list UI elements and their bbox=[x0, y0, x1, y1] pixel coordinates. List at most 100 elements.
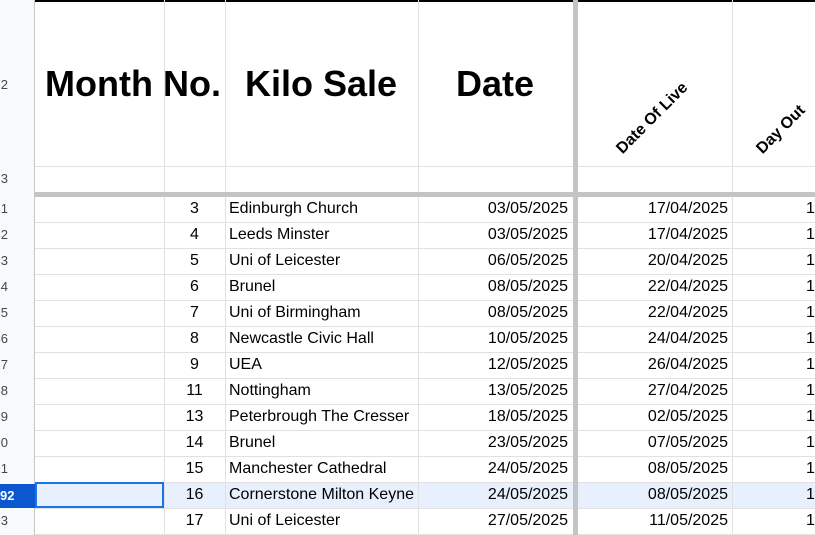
cell-day-out[interactable]: 1 bbox=[806, 434, 815, 451]
cell-month-no[interactable]: 9 bbox=[190, 356, 199, 373]
cell-kilo-sale[interactable]: Uni of Leicester bbox=[229, 512, 341, 529]
cell-date-of-live[interactable]: 02/05/2025 bbox=[647, 408, 728, 425]
cell-kilo-sale[interactable]: Manchester Cathedral bbox=[229, 460, 387, 477]
cell-month-no[interactable]: 6 bbox=[190, 278, 199, 295]
cell-date-of-live[interactable]: 24/04/2025 bbox=[647, 330, 728, 347]
cell-day-out[interactable]: 1 bbox=[806, 460, 815, 477]
cell-kilo-sale[interactable]: Brunel bbox=[229, 434, 276, 451]
row-header[interactable]: 90 bbox=[0, 435, 8, 450]
cell-month-no[interactable]: 8 bbox=[190, 330, 199, 347]
cell-date-of-live[interactable]: 22/04/2025 bbox=[647, 304, 728, 321]
cell-date[interactable]: 03/05/2025 bbox=[487, 226, 568, 243]
header-kilo-sale[interactable]: Kilo Sale bbox=[245, 63, 398, 104]
cell-day-out[interactable]: 1 bbox=[806, 486, 815, 503]
cell-day-out[interactable]: 1 bbox=[806, 382, 815, 399]
row-header[interactable]: 91 bbox=[0, 461, 8, 476]
row-header[interactable]: 37 bbox=[0, 357, 8, 372]
cell-kilo-sale[interactable]: Nottingham bbox=[229, 382, 311, 399]
cell-date-of-live[interactable]: 08/05/2025 bbox=[647, 460, 728, 477]
cell-kilo-sale[interactable]: Uni of Leicester bbox=[229, 252, 341, 269]
cell-kilo-sale[interactable]: Newcastle Civic Hall bbox=[229, 330, 374, 347]
cell-kilo-sale[interactable]: Cornerstone Milton Keyne bbox=[229, 486, 414, 503]
cell-date[interactable]: 24/05/2025 bbox=[487, 460, 568, 477]
grid-line-v bbox=[164, 0, 165, 535]
cell-day-out[interactable]: 1 bbox=[806, 226, 815, 243]
selected-cell[interactable] bbox=[35, 482, 164, 508]
header-month-no[interactable]: Month No. bbox=[45, 63, 221, 104]
cell-kilo-sale[interactable]: Uni of Birmingham bbox=[229, 304, 361, 321]
cell-kilo-sale[interactable]: UEA bbox=[229, 356, 262, 373]
cell-month-no[interactable]: 4 bbox=[190, 226, 199, 243]
cell-date[interactable]: 08/05/2025 bbox=[487, 304, 568, 321]
cell-day-out[interactable]: 1 bbox=[806, 408, 815, 425]
header-date[interactable]: Date bbox=[456, 63, 535, 104]
cell-day-out[interactable]: 1 bbox=[806, 512, 815, 529]
cell-month-no[interactable]: 5 bbox=[190, 252, 199, 269]
cell-kilo-sale[interactable]: Brunel bbox=[229, 278, 276, 295]
row-header-2[interactable]: 2 bbox=[0, 77, 8, 92]
cell-date-of-live[interactable]: 20/04/2025 bbox=[647, 252, 728, 269]
grid-line-v bbox=[418, 0, 419, 535]
cell-date[interactable]: 12/05/2025 bbox=[487, 356, 568, 373]
grid-line-h bbox=[35, 482, 815, 483]
row-header[interactable]: 38 bbox=[0, 383, 8, 398]
row-header[interactable]: 93 bbox=[0, 513, 8, 528]
grid-line-v bbox=[732, 0, 733, 535]
cell-kilo-sale[interactable]: Peterbrough The Cresser bbox=[229, 408, 410, 425]
cell-month-no[interactable]: 14 bbox=[185, 434, 204, 451]
cell-day-out[interactable]: 1 bbox=[806, 304, 815, 321]
cell-date-of-live[interactable]: 07/05/2025 bbox=[647, 434, 728, 451]
header-day-out[interactable]: Day Out bbox=[753, 101, 809, 158]
cell-date[interactable]: 03/05/2025 bbox=[487, 200, 568, 217]
row-header[interactable]: 32 bbox=[0, 227, 8, 242]
grid-line-h bbox=[35, 248, 815, 249]
row-header[interactable]: 92 bbox=[0, 484, 35, 508]
row-header[interactable]: 33 bbox=[0, 253, 8, 268]
row-header-3[interactable]: 3 bbox=[0, 171, 8, 186]
grid-line-h bbox=[35, 300, 815, 301]
cell-date-of-live[interactable]: 22/04/2025 bbox=[647, 278, 728, 295]
cell-month-no[interactable]: 15 bbox=[185, 460, 204, 477]
row-header[interactable]: 35 bbox=[0, 305, 8, 320]
header-date-of-live[interactable]: Date Of Live bbox=[613, 79, 692, 158]
row-header[interactable]: 39 bbox=[0, 409, 8, 424]
cell-date-of-live[interactable]: 27/04/2025 bbox=[647, 382, 728, 399]
cell-date[interactable]: 06/05/2025 bbox=[487, 252, 568, 269]
cell-month-no[interactable]: 13 bbox=[185, 408, 204, 425]
cell-day-out[interactable]: 1 bbox=[806, 252, 815, 269]
cell-date[interactable]: 10/05/2025 bbox=[487, 330, 568, 347]
cell-day-out[interactable]: 1 bbox=[806, 330, 815, 347]
cell-date[interactable]: 13/05/2025 bbox=[487, 382, 568, 399]
cell-kilo-sale[interactable]: Leeds Minster bbox=[229, 226, 330, 243]
cell-date[interactable]: 27/05/2025 bbox=[487, 512, 568, 529]
cell-day-out[interactable]: 1 bbox=[806, 200, 815, 217]
cell-month-no[interactable]: 11 bbox=[186, 382, 203, 399]
row-header-column[interactable]: 2 3 31 32 33 34 35 36 37 38 39 90 91 92 93 bbox=[0, 0, 35, 535]
cell-date-of-live[interactable]: 26/04/2025 bbox=[647, 356, 728, 373]
cell-day-out[interactable]: 1 bbox=[806, 356, 815, 373]
cell-date-of-live[interactable]: 17/04/2025 bbox=[647, 226, 728, 243]
cell-kilo-sale[interactable]: Edinburgh Church bbox=[229, 200, 358, 217]
cell-month-no[interactable]: 7 bbox=[190, 304, 199, 321]
row-header[interactable]: 36 bbox=[0, 331, 8, 346]
frozen-row-divider[interactable] bbox=[35, 192, 815, 197]
cell-month-no[interactable]: 17 bbox=[185, 512, 204, 529]
cell-date-of-live[interactable]: 08/05/2025 bbox=[647, 486, 728, 503]
frozen-column-divider[interactable] bbox=[573, 0, 578, 535]
cell-month-no[interactable]: 16 bbox=[185, 486, 204, 503]
grid-line-h bbox=[35, 326, 815, 327]
cell-month-no[interactable]: 3 bbox=[190, 200, 199, 217]
cell-date-of-live[interactable]: 11/05/2025 bbox=[649, 512, 728, 529]
grid-line-h bbox=[35, 166, 815, 167]
cell-day-out[interactable]: 1 bbox=[806, 278, 815, 295]
grid-line-h bbox=[35, 274, 815, 275]
cell-date[interactable]: 08/05/2025 bbox=[487, 278, 568, 295]
grid-line-v bbox=[225, 0, 226, 535]
row-header[interactable]: 34 bbox=[0, 279, 8, 294]
row-header[interactable]: 31 bbox=[0, 201, 8, 216]
cell-date[interactable]: 18/05/2025 bbox=[487, 408, 568, 425]
grid-line-h bbox=[35, 430, 815, 431]
cell-date[interactable]: 24/05/2025 bbox=[487, 486, 568, 503]
cell-date[interactable]: 23/05/2025 bbox=[487, 434, 568, 451]
cell-date-of-live[interactable]: 17/04/2025 bbox=[647, 200, 728, 217]
